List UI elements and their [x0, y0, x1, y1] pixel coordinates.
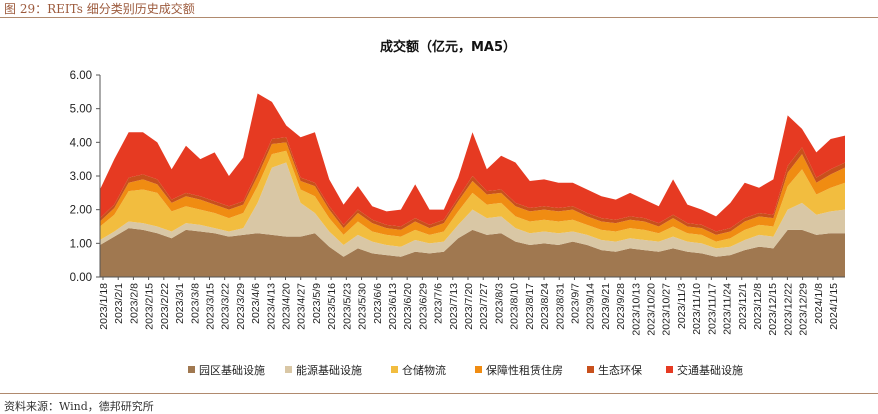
x-tick-label: 2023/6/6 [372, 283, 384, 324]
area-series-5 [100, 93, 845, 232]
x-tick-label: 2023/11/17 [706, 283, 718, 335]
x-tick-label: 2023/5/23 [341, 283, 353, 330]
y-axis: 0.00 1.00 2.00 3.00 4.00 5.00 6.00 [70, 70, 101, 284]
x-tick-label: 2023/2/1 [113, 283, 125, 324]
x-tick-label: 2023/12/1 [737, 283, 749, 330]
area-series-3 [100, 142, 845, 242]
legend: 园区基础设施 能源基础设施 仓储物流 保障性租赁住房 生态环保 交通基础设施 [188, 363, 743, 377]
title-rule [0, 17, 878, 18]
x-tick-label: 2023/9/21 [600, 283, 612, 330]
x-axis: 2023/1/18 2023/2/1 2023/2/8 2023/2/15 2023/2… [98, 276, 845, 336]
x-tick-label: 2023/3/29 [235, 283, 247, 330]
x-tick-label: 2023/5/30 [357, 283, 369, 330]
x-tick-label: 2023/5/16 [326, 283, 338, 330]
legend-label-1: 能源基础设施 [296, 363, 362, 377]
x-tick-label: 2023/7/27 [478, 283, 490, 330]
x-tick-label: 2023/3/8 [189, 283, 201, 324]
source-note: 资料来源：Wind，德邦研究所 [4, 400, 154, 413]
x-tick-label: 2023/8/17 [524, 283, 536, 330]
legend-label-3: 保障性租赁住房 [486, 363, 563, 377]
bottom-rule [0, 393, 878, 394]
y-tick-label: 4.00 [70, 137, 92, 149]
x-tick-label: 2023/12/15 [767, 283, 779, 336]
x-tick-label: 2023/8/3 [493, 283, 505, 324]
x-tick-label: 2023/4/27 [296, 283, 308, 330]
x-tick-label: 2023/3/1 [174, 283, 186, 324]
x-tick-label: 2023/10/20 [646, 283, 658, 336]
x-tick-label: 2023/6/20 [402, 283, 414, 330]
x-tick-label: 2023/8/31 [554, 283, 566, 330]
x-tick-label: 2023/9/14 [585, 283, 597, 330]
x-tick-label: 2023/7/6 [433, 283, 445, 324]
x-tick-label: 2023/6/29 [417, 283, 429, 330]
y-tick-label: 3.00 [70, 171, 92, 183]
x-tick-label: 2023/8/24 [539, 283, 551, 330]
stacked-area-chart: 成交额（亿元，MA5） 0.00 1.00 2.00 3.00 4.00 5.00 6.00… [70, 39, 845, 377]
x-tick-label: 2023/1/18 [98, 283, 110, 330]
legend-label-4: 生态环保 [598, 363, 642, 377]
y-tick-label: 1.00 [70, 238, 92, 250]
y-tick-label: 6.00 [70, 70, 92, 82]
y-tick-label: 2.00 [70, 205, 92, 217]
x-tick-label: 2023/4/20 [281, 283, 293, 330]
x-tick-label: 2023/5/9 [311, 283, 323, 324]
legend-label-0: 园区基础设施 [199, 364, 265, 377]
x-tick-label: 2023/3/15 [204, 283, 216, 330]
x-tick-label: 2023/7/20 [463, 283, 475, 330]
legend-label-2: 仓储物流 [402, 363, 446, 377]
area-series-0 [100, 228, 845, 277]
x-tick-label: 2023/11/3 [676, 283, 688, 329]
x-tick-label: 2023/10/27 [661, 283, 673, 336]
legend-swatch-1 [285, 366, 292, 373]
x-tick-label: 2024/1/8 [813, 283, 825, 324]
x-tick-label: 2023/2/15 [144, 283, 156, 330]
x-tick-label: 2023/9/7 [569, 283, 581, 324]
chart-title: 成交额（亿元，MA5） [380, 39, 516, 55]
x-tick-label: 2023/10/13 [630, 283, 642, 336]
area-series-2 [100, 150, 845, 249]
legend-label-5: 交通基础设施 [677, 363, 743, 377]
x-tick-label: 2023/11/10 [691, 283, 703, 335]
area-series-1 [100, 162, 845, 257]
x-tick-label: 2023/9/28 [615, 283, 627, 330]
x-tick-label: 2023/11/24 [722, 283, 734, 335]
legend-swatch-4 [587, 366, 594, 373]
x-tick-label: 2023/12/22 [782, 283, 794, 336]
x-tick-label: 2024/1/15 [828, 283, 840, 330]
legend-swatch-5 [666, 366, 673, 373]
y-tick-label: 5.00 [70, 104, 92, 116]
x-tick-label: 2023/4/6 [250, 283, 262, 324]
x-tick-label: 2023/12/29 [798, 283, 810, 336]
x-tick-label: 2023/2/22 [159, 283, 171, 330]
x-tick-label: 2023/3/22 [220, 283, 232, 330]
figure-title: 图 29：REITs 细分类别历史成交额 [4, 2, 195, 16]
x-tick-label: 2023/2/8 [128, 283, 140, 324]
legend-swatch-3 [475, 366, 482, 373]
x-tick-label: 2023/6/13 [387, 283, 399, 330]
legend-swatch-2 [391, 366, 398, 373]
series-areas [100, 93, 845, 277]
legend-swatch-0 [188, 366, 195, 373]
x-tick-label: 2023/4/13 [265, 283, 277, 330]
x-tick-label: 2023/8/10 [509, 283, 521, 330]
y-tick-label: 0.00 [70, 272, 92, 284]
x-tick-label: 2023/7/13 [448, 283, 460, 330]
x-tick-label: 2023/12/8 [752, 283, 764, 330]
